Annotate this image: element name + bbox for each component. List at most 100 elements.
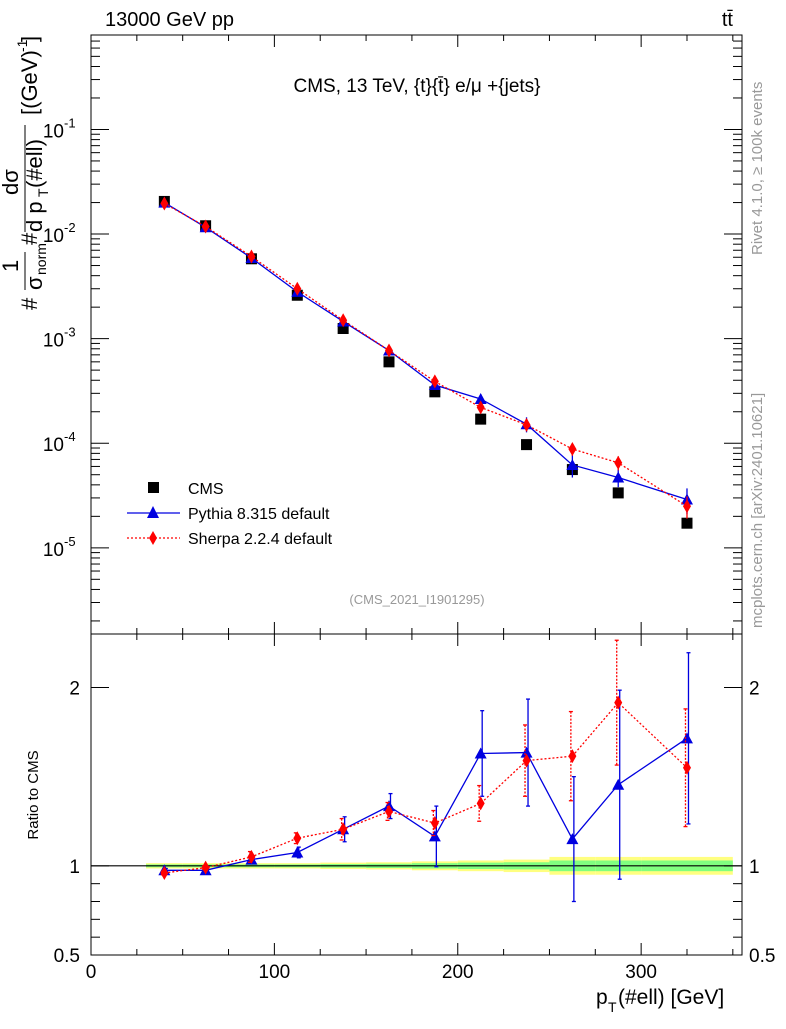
cms-data-point [475, 413, 487, 425]
legend-sherpa-label: Sherpa 2.2.4 default [188, 531, 333, 548]
ylabel-dpt: d p [22, 201, 47, 232]
sherpa-data-point [384, 343, 393, 358]
ratio-data-marks [158, 639, 693, 903]
pythia-ratio-point [520, 746, 533, 758]
legend-entry-sherpa: Sherpa 2.2.4 default [127, 531, 333, 548]
ratio-ytick-label-right: 1 [749, 857, 760, 878]
ylabel-norm: norm [33, 243, 49, 275]
main-ytick-label: 10 [43, 226, 64, 247]
sherpa-data-point [430, 374, 439, 389]
rivet-side-label: Rivet 4.1.0, ≥ 100k events [749, 82, 766, 255]
sherpa-ratio-point [247, 849, 256, 864]
main-data-marks [158, 195, 693, 529]
pythia-series-line [164, 202, 688, 501]
ratio-ytick-label-left: 0.5 [54, 946, 80, 967]
cms-data-point [429, 386, 441, 398]
ratio-ytick-label-right: 2 [749, 679, 760, 700]
watermark-label: (CMS_2021_I1901295) [349, 592, 484, 607]
sherpa-data-point [201, 219, 210, 234]
ylabel-hash-1: # [17, 297, 42, 310]
sherpa-ratio-point [430, 816, 439, 831]
cms-data-point [337, 323, 349, 335]
ratio-xtick-label: 200 [442, 962, 474, 983]
ylabel-sigma: σ [22, 276, 47, 290]
sherpa-data-point [476, 400, 485, 415]
ylabel-hash-2: # [17, 232, 42, 245]
main-axis-ticks [90, 34, 742, 634]
sherpa-data-point [614, 455, 623, 470]
xlabel-rest: (#ell) [GeV] [618, 986, 724, 1009]
pythia-ratio-point [474, 747, 487, 759]
sherpa-ratio-point [339, 822, 348, 837]
pythia-data-point [474, 392, 487, 404]
header-left-label: 13000 GeV pp [105, 9, 234, 31]
sherpa-ratio-point [476, 796, 485, 811]
legend-entry-pythia: Pythia 8.315 default [127, 506, 330, 523]
legend-entry-cms: CMS [148, 481, 224, 498]
main-ytick-label: 10 [43, 540, 64, 561]
pythia-data-point [566, 458, 579, 470]
ratio-ytick-label-left: 1 [69, 857, 80, 878]
main-ytick-exponent: -2 [64, 220, 76, 235]
sherpa-ratio-point [522, 753, 531, 768]
pythia-ratio-point [291, 846, 304, 858]
ylabel-units-exp: -1 [14, 39, 30, 52]
ratio-xtick-label: 0 [86, 962, 97, 983]
sherpa-data-point [339, 313, 348, 328]
sherpa-series-line [164, 202, 688, 507]
cms-data-point [383, 356, 395, 368]
pythia-ratio-point [680, 732, 693, 744]
ylabel-units-close: ] [17, 36, 42, 42]
pythia-ratio-point [612, 778, 625, 790]
ratio-plot-panel: 0.5 0.5 1 1 2 2 0 100 200 300 Ratio to CMS p T (… [25, 633, 775, 1015]
sherpa-ratio-line [164, 701, 688, 874]
main-ytick-exponent: -1 [64, 115, 76, 130]
xlabel-T: T [608, 999, 617, 1015]
main-ytick-label: 10 [43, 331, 64, 352]
sherpa-data-point [247, 249, 256, 264]
sherpa-ratio-point [682, 760, 691, 775]
main-ytick-exponent: -4 [64, 429, 76, 444]
main-ytick-labels: 10-510-410-310-210-1 [43, 115, 76, 560]
ylabel-units: [(GeV) [17, 50, 42, 115]
ratio-xlabel: p T (#ell) [GeV] [596, 986, 724, 1015]
cms-data-point [521, 439, 533, 451]
main-ytick-label: 10 [43, 121, 64, 142]
ratio-ylabel: Ratio to CMS [25, 750, 42, 839]
sherpa-data-point [522, 417, 531, 432]
sherpa-data-point [568, 442, 577, 457]
main-ytick-label: 10 [43, 435, 64, 456]
ratio-plot-frame [90, 633, 743, 956]
sherpa-ratio-point [201, 860, 210, 875]
ylabel-ell: (#ell) [22, 139, 47, 188]
cms-data-point [612, 487, 624, 499]
mcplots-side-label: mcplots.cern.ch [arXiv:2401.10621] [749, 393, 766, 628]
ratio-uncertainty-band [91, 856, 742, 875]
main-plot-panel: 10-510-410-310-210-1 CMS, 13 TeV, {t}{t̄… [0, 34, 743, 635]
ratio-axis-ticks [90, 634, 742, 956]
pythia-ratio-point [566, 833, 579, 845]
sherpa-ratio-point [160, 865, 169, 880]
ylabel-T: T [35, 188, 51, 197]
legend: CMS Pythia 8.315 default Sherpa 2.2.4 de… [127, 481, 333, 548]
xlabel-p: p [596, 986, 608, 1009]
ratio-ytick-label-right: 0.5 [749, 946, 775, 967]
pythia-data-point [612, 471, 625, 483]
legend-cms-marker [148, 482, 159, 493]
ratio-xtick-labels: 0 100 200 300 [86, 962, 657, 983]
legend-sherpa-marker [149, 531, 157, 545]
sherpa-ratio-point [568, 749, 577, 764]
sherpa-ratio-point [293, 831, 302, 846]
legend-pythia-marker [147, 506, 159, 518]
header-right-label: tt̄ [722, 9, 734, 31]
main-ylabel: # 1 σ norm # dσ d p T (#ell) [(GeV) -1 ] [0, 36, 51, 310]
sherpa-data-point [160, 196, 169, 211]
legend-cms-label: CMS [188, 481, 224, 498]
sherpa-data-point [293, 281, 302, 296]
ylabel-dsigma: dσ [0, 169, 23, 195]
pythia-ratio-line [164, 737, 688, 871]
ratio-xtick-label: 300 [625, 962, 657, 983]
ylabel-one: 1 [0, 260, 23, 272]
ratio-xtick-label: 100 [259, 962, 291, 983]
